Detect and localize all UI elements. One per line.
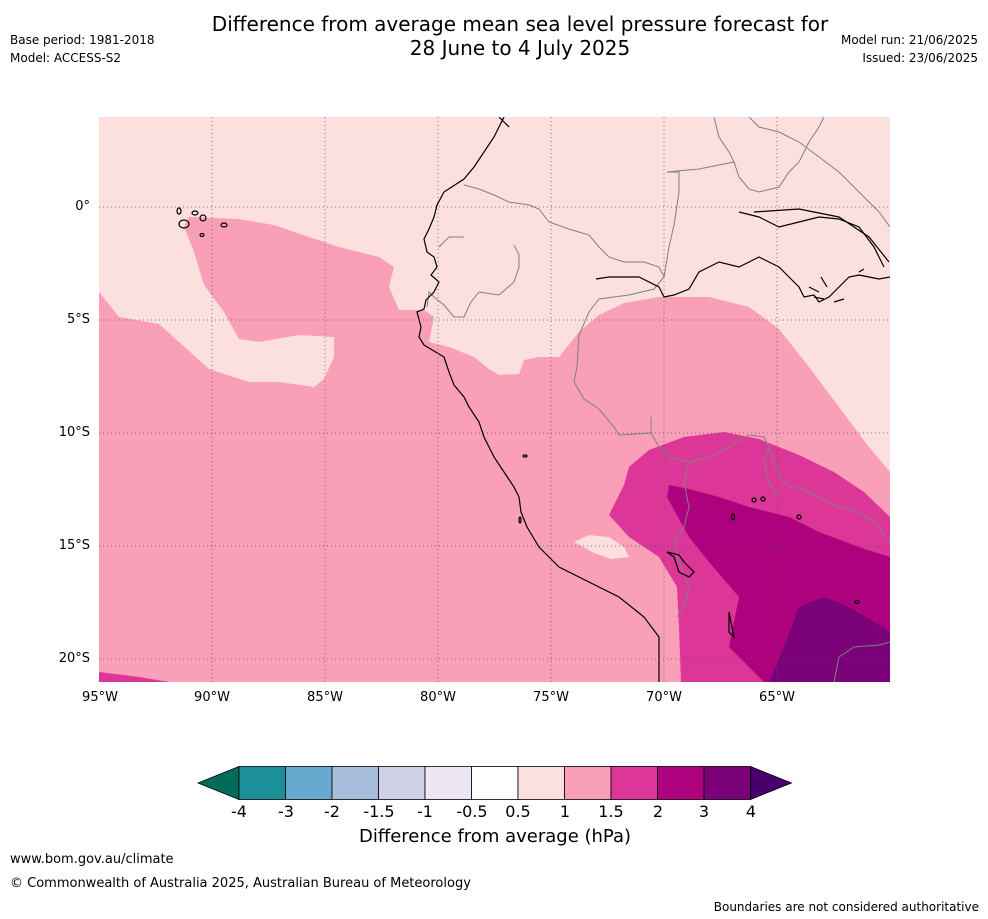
coastline-path <box>595 256 890 303</box>
colorbar-cell <box>285 766 333 800</box>
colorbar-tick: -1.5 <box>363 802 395 821</box>
island-shape <box>199 214 207 222</box>
meta-left: Base period: 1981-2018 Model: ACCESS-S2 <box>10 31 155 67</box>
lat-label: 0° <box>75 199 90 214</box>
colorbar-tick: 1 <box>559 802 571 821</box>
border-path <box>748 117 890 228</box>
title-line-2: 28 June to 4 July 2025 <box>409 36 631 60</box>
issued-date: Issued: 23/06/2025 <box>862 51 978 65</box>
colorbar-cell <box>378 766 426 800</box>
lat-label: 15°S <box>58 538 90 553</box>
footer-copyright: © Commonwealth of Australia 2025, Austra… <box>10 876 471 891</box>
coastline-path <box>738 211 885 268</box>
base-period: Base period: 1981-2018 <box>10 33 155 47</box>
island-shape <box>751 497 757 503</box>
lon-label: 65°W <box>759 690 795 705</box>
coastline-path <box>498 117 510 128</box>
map-panel <box>99 117 890 682</box>
model-run: Model run: 21/06/2025 <box>840 33 978 47</box>
colorbar-tick: 2 <box>652 802 664 821</box>
colorbar-tick: -1 <box>417 802 433 821</box>
lon-label: 70°W <box>646 690 682 705</box>
colorbar-tick: -0.5 <box>456 802 488 821</box>
contour-3-to-4 <box>769 597 890 682</box>
colorbar-cell <box>471 766 519 800</box>
colorbar-cell <box>657 766 705 800</box>
lat-label: 5°S <box>66 312 90 327</box>
colorbar-cell <box>564 766 612 800</box>
border-path <box>713 117 735 163</box>
border-path <box>763 446 780 498</box>
coastline-path <box>728 611 735 639</box>
border-path <box>666 117 825 193</box>
colorbar-tick: -4 <box>231 802 247 821</box>
island-shape <box>220 222 228 228</box>
lon-label: 80°W <box>420 690 456 705</box>
lon-label: 75°W <box>533 690 569 705</box>
colorbar-cell <box>703 766 751 800</box>
colorbar-tick: -2 <box>324 802 340 821</box>
island-shape <box>730 513 736 521</box>
meta-right: Model run: 21/06/2025 Issued: 23/06/2025 <box>841 31 978 67</box>
border-path <box>663 171 680 278</box>
lat-label: 20°S <box>58 651 90 666</box>
footer-url: www.bom.gov.au/climate <box>10 852 174 867</box>
map-canvas <box>99 117 890 682</box>
colorbar-cell <box>238 766 286 800</box>
island-shape <box>796 514 802 520</box>
model-name: Model: ACCESS-S2 <box>10 51 122 65</box>
colorbar-cells <box>197 766 793 800</box>
island-shape <box>191 210 199 216</box>
island-shape <box>178 219 190 229</box>
colorbar <box>197 766 793 800</box>
island-shape <box>522 454 528 458</box>
colorbar-tick: 3 <box>698 802 710 821</box>
border-path <box>438 236 464 248</box>
lon-label: 85°W <box>307 690 343 705</box>
contour-small-patch <box>574 535 629 559</box>
coastline-path <box>416 117 660 682</box>
colorbar-extend-low <box>197 766 240 800</box>
title-line-1: Difference from average mean sea level p… <box>211 12 829 36</box>
country-borders <box>426 117 890 682</box>
colorbar-cell <box>424 766 472 800</box>
lat-label: 10°S <box>58 425 90 440</box>
border-path <box>650 432 890 543</box>
island-shape <box>199 232 205 238</box>
colorbar-tick: 1.5 <box>598 802 624 821</box>
chart-title: Difference from average mean sea level p… <box>120 12 920 60</box>
colorbar-tick: 0.5 <box>505 802 531 821</box>
colorbar-cell <box>331 766 379 800</box>
island-shape <box>854 599 860 605</box>
coastlines <box>176 117 890 682</box>
coastline-path <box>808 268 865 303</box>
island-shape <box>176 207 182 215</box>
contour-edge-strip <box>99 672 169 682</box>
colorbar-tick: -3 <box>278 802 294 821</box>
border-path <box>426 244 520 318</box>
border-path <box>673 461 690 618</box>
border-path <box>463 184 665 436</box>
border-path <box>838 641 890 658</box>
lon-label: 95°W <box>82 690 118 705</box>
colorbar-tick: 4 <box>745 802 757 821</box>
coastline-path <box>753 208 890 263</box>
footer-note: Boundaries are not considered authoritat… <box>713 900 979 914</box>
colorbar-cell <box>610 766 658 800</box>
lon-label: 90°W <box>194 690 230 705</box>
colorbar-extend-high <box>750 766 793 800</box>
coastline-path <box>666 551 695 578</box>
island-shape <box>518 516 522 524</box>
border-path <box>833 656 840 682</box>
island-shape <box>760 496 766 502</box>
colorbar-cell <box>517 766 565 800</box>
colorbar-label: Difference from average (hPa) <box>358 826 632 847</box>
